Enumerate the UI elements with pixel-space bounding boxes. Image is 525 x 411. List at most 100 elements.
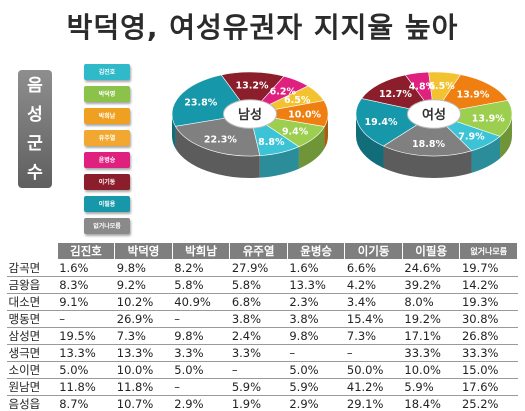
legend-swatch [84, 64, 130, 80]
legend-label: 김진호 [98, 69, 116, 76]
pie-slice-label: 8.8% [258, 137, 285, 148]
page-title: 박덕영, 여성유권자 지지율 높아 [66, 11, 459, 44]
row-name: 원남면 [6, 378, 58, 396]
table-cell: 3.3% [229, 344, 288, 362]
table-cell: 18.4% [402, 395, 460, 411]
pie-slice-side [471, 136, 501, 173]
table-cell: 2.4% [229, 327, 288, 345]
pie-center [222, 99, 278, 129]
pie-slice-side [383, 146, 472, 178]
table-cell: 11.8% [57, 378, 115, 396]
pie-slice [432, 100, 513, 137]
pie-female-svg: 여성4.8%6.5%13.9%13.9%7.9%18.8%19.4%12.7% [355, 71, 513, 178]
table-cell: 3.4% [344, 293, 403, 311]
table-cell: 6.8% [229, 293, 288, 311]
pie-slice-label: 9.4% [282, 127, 309, 138]
pie-center [406, 99, 462, 129]
table-cell: 4.2% [344, 276, 403, 294]
table-row: 생극면 13.3% 13.3% 3.3% 3.3% – –33.3% 33.3% [6, 344, 518, 362]
table-cell: 25.2% [459, 395, 518, 411]
table-cell: 8.7% [57, 395, 115, 411]
pie-slice-label: 13.9% [456, 89, 489, 100]
column-header: 박덕영 [114, 242, 173, 260]
table-cell: 9.8% [114, 259, 173, 277]
table-row: 대소면 9.1% 10.2% 40.9% 6.8% 2.3% 3.4% 8.0% 19.3% [6, 293, 518, 311]
table-cell: 17.1% [402, 327, 460, 345]
pie-slice [382, 113, 473, 157]
table-row: 감곡면 1.6% 9.8% 8.2% 27.9% 1.6% 6.6% 24.6% 19.7% [6, 259, 518, 277]
table-cell: – [287, 344, 345, 362]
table-cell: 8.2% [172, 259, 230, 277]
table-cell: 10.7% [114, 395, 173, 411]
row-name: 맹동면 [6, 310, 58, 328]
pie-slice-label: 6.2% [270, 87, 297, 98]
table-cell: 5.0% [57, 361, 115, 379]
table-cell: 40.9% [172, 293, 230, 311]
table-cell: 29.1% [344, 395, 403, 411]
table-cell: 5.0% [172, 361, 230, 379]
column-header: 유주열 [229, 242, 288, 260]
table-row: 원남면 11.8% 11.8% –5.9% 5.9% 41.2% 5.9% 17.6% [6, 378, 518, 396]
legend-swatch [84, 86, 130, 102]
table-cell: 7.3% [114, 327, 173, 345]
legend-item: 박희남 [84, 108, 142, 126]
pie-chart-female: 여성 4.8% 6.5% 13.9% 13.9% 7.9% 18.8% 19.4% 12.7% [346, 62, 524, 194]
table-cell: 10.2% [114, 293, 173, 311]
pie-slice-label: 7.9% [458, 131, 485, 142]
pie-slice-label: 18.8% [412, 139, 445, 150]
pie-slice-label: 4.8% [409, 81, 436, 92]
region-label-char: 성 [27, 105, 43, 125]
legend-item: 없거나모름 [84, 218, 142, 236]
pie-slice-label: 10.0% [288, 110, 321, 121]
row-name: 감곡면 [6, 259, 58, 277]
table-cell: 27.9% [229, 259, 288, 277]
pie-slice-label: 23.8% [184, 97, 217, 108]
pie-slice-label: 22.3% [204, 135, 237, 146]
legend-swatch [84, 196, 130, 212]
table-cell: 11.8% [114, 378, 173, 396]
table-body: 감곡면 1.6% 9.8% 8.2% 27.9% 1.6% 6.6% 24.6% 19.7% 금왕… [6, 259, 518, 411]
column-header [6, 242, 58, 260]
table-cell: 3.8% [229, 310, 288, 328]
table-cell: 10.0% [114, 361, 173, 379]
table-cell: 9.1% [57, 293, 115, 311]
table-cell: 19.2% [402, 310, 460, 328]
pie-slice-label: 12.7% [379, 89, 412, 100]
table-cell: 9.8% [287, 327, 345, 345]
row-name: 음성읍 [6, 395, 58, 411]
legend-swatch [84, 152, 130, 168]
table-cell: 8.3% [57, 276, 115, 294]
table-cell: 1.9% [229, 395, 288, 411]
legend-item: 윤병승 [84, 152, 142, 170]
legend-label: 이기동 [98, 179, 116, 186]
legend-swatch [84, 174, 130, 190]
pie-slice [220, 71, 285, 115]
table-row: 소이면 5.0% 10.0% 5.0% –5.0% 50.0% 10.0% 15.0% [6, 361, 518, 379]
table-cell: 1.6% [57, 259, 115, 277]
table-cell: 13.3% [57, 344, 115, 362]
table-cell: 2.9% [172, 395, 230, 411]
table-cell: 3.8% [287, 310, 345, 328]
table-row: 맹동면 –26.9% –3.8% 3.8% 15.4% 19.2% 30.8% [6, 310, 518, 328]
table-row: 음성읍 8.7% 10.7% 2.9% 1.9% 2.9% 29.1% 18.4% 25.2% [6, 395, 518, 411]
region-label-char: 음 [27, 76, 43, 96]
legend: 김진호 박덕영 박희남 유주열 윤병승 이기동 이필용 없거나모름 [84, 64, 142, 240]
legend-label: 박희남 [98, 113, 116, 120]
pie-title: 여성 [422, 107, 446, 123]
legend-label: 윤병승 [98, 157, 116, 164]
table-cell: 33.3% [402, 344, 460, 362]
legend-label: 유주열 [98, 135, 116, 142]
table-cell: – [57, 310, 115, 328]
table-cell: 5.8% [229, 276, 288, 294]
table-cell: 15.4% [344, 310, 403, 328]
pie-slice-side [259, 146, 299, 178]
row-name: 대소면 [6, 293, 58, 311]
table-cell: – [172, 310, 230, 328]
legend-swatch [84, 130, 130, 146]
legend-label: 박덕영 [98, 91, 116, 98]
row-name: 소이면 [6, 361, 58, 379]
pie-title: 남성 [238, 107, 262, 123]
legend-item: 유주열 [84, 130, 142, 148]
column-header: 윤병승 [286, 242, 346, 260]
pie-slice-label: 13.9% [472, 113, 505, 124]
